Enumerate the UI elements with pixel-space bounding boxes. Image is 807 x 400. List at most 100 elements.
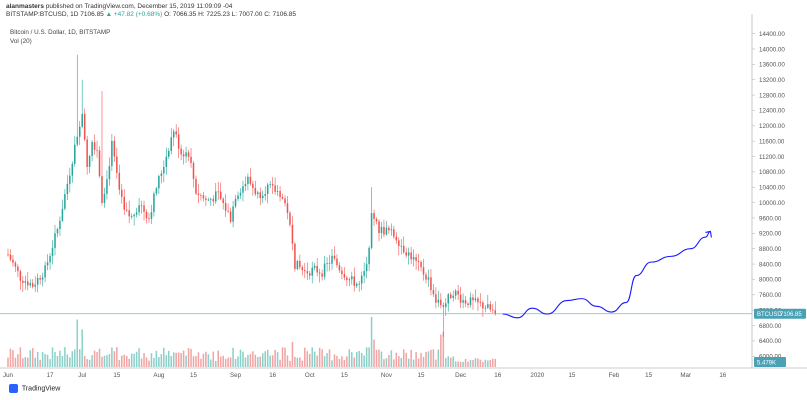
time-tick-label: Oct: [305, 372, 315, 379]
candle-body: [125, 209, 128, 211]
candle-body: [222, 198, 224, 203]
volume-bar: [333, 354, 336, 367]
price-tick-label: 12800.00: [759, 92, 785, 99]
volume-bar: [244, 357, 247, 367]
candle-body: [477, 298, 479, 303]
candle-body: [232, 206, 234, 222]
volume-bar: [484, 359, 487, 367]
projection-arrow-icon: [705, 230, 712, 238]
candle-body: [212, 198, 215, 202]
volume-bar: [492, 358, 494, 367]
candle-body: [353, 276, 356, 286]
volume-bar: [360, 352, 363, 367]
price-tick-label: 11600.00: [759, 138, 785, 145]
candle-body: [29, 283, 32, 286]
candle-body: [405, 252, 407, 256]
time-tick-label: Dec: [455, 372, 466, 379]
volume-bar: [34, 357, 36, 367]
time-tick-label: 17: [47, 372, 54, 379]
volume-bar: [474, 358, 477, 367]
candle-body: [69, 175, 71, 184]
volume-bar: [182, 350, 185, 367]
volume-bar: [316, 355, 318, 367]
candle-body: [205, 198, 207, 200]
volume-label-badge: [754, 357, 786, 367]
candle-body: [417, 260, 420, 262]
symbol-line: BITSTAMP:BTCUSD, 1D 7106.85 ▲ +47.82 (+0…: [6, 11, 296, 18]
candle-body: [487, 304, 489, 308]
candle-body: [36, 278, 39, 285]
volume-bar: [81, 329, 83, 367]
volume-bar: [269, 355, 271, 367]
volume-bar: [388, 354, 390, 367]
price-tick-label: 14400.00: [759, 31, 785, 38]
candle-body: [279, 191, 281, 198]
volume-bar: [200, 358, 202, 367]
volume-bar: [116, 347, 118, 367]
candle-body: [289, 212, 291, 225]
volume-bar: [234, 358, 237, 367]
volume-bar: [121, 355, 123, 367]
volume-bar: [125, 355, 128, 367]
volume-bar: [83, 356, 86, 367]
volume-bar: [420, 352, 422, 367]
volume-bar: [341, 356, 343, 367]
candle-body: [449, 294, 452, 299]
volume-bar: [373, 339, 375, 367]
volume-bar: [232, 347, 234, 367]
candle-body: [432, 290, 435, 295]
candle-body: [91, 142, 93, 157]
candle-body: [308, 273, 311, 276]
volume-bar: [313, 351, 316, 367]
volume-bar: [306, 351, 309, 367]
volume-bar: [286, 355, 289, 367]
volume-bar: [242, 351, 244, 367]
volume-bar: [158, 357, 160, 367]
candle-body: [148, 218, 150, 220]
candle-body: [98, 150, 101, 177]
candle-body: [49, 256, 51, 263]
volume-bar: [281, 347, 284, 367]
volume-bar: [123, 354, 126, 367]
candle-body: [252, 183, 254, 189]
volume-bar: [17, 354, 19, 367]
price-tick-label: 9600.00: [759, 215, 782, 222]
volume-bar: [212, 351, 215, 367]
price-label-symbol: BTCUSD: [757, 312, 782, 318]
volume-bar: [143, 353, 145, 367]
volume-bar: [469, 360, 472, 367]
volume-bar: [106, 355, 108, 367]
volume-bar: [148, 360, 150, 367]
volume-bar: [31, 348, 34, 367]
time-tick-label: Feb: [609, 372, 620, 379]
candle-body: [24, 281, 27, 283]
candle-body: [492, 309, 494, 311]
volume-bar: [454, 361, 457, 367]
volume-bar: [172, 352, 175, 367]
volume-bar: [472, 360, 474, 367]
author-name[interactable]: alanmasters: [6, 3, 44, 10]
candle-body: [348, 279, 351, 281]
volume-bar: [457, 361, 459, 367]
time-tick-label: Jun: [3, 372, 14, 379]
candle-body: [333, 255, 336, 259]
volume-bar: [14, 357, 17, 367]
volume-bar: [195, 356, 197, 367]
candle-body: [130, 216, 133, 217]
candle-body: [464, 300, 467, 304]
volume-bar: [249, 354, 252, 367]
candle-body: [195, 178, 197, 194]
candle-body: [111, 140, 113, 167]
candle-body: [155, 188, 158, 194]
volume-bar: [318, 347, 321, 367]
volume-bar: [276, 352, 279, 367]
volume-bar: [351, 352, 353, 367]
candle-body: [343, 274, 346, 278]
candle-body: [170, 137, 173, 152]
volume-bar: [130, 353, 133, 367]
volume-bar: [427, 351, 430, 367]
price-tick-label: 10000.00: [759, 200, 785, 207]
volume-bar: [346, 356, 348, 367]
candle-body: [101, 176, 103, 203]
